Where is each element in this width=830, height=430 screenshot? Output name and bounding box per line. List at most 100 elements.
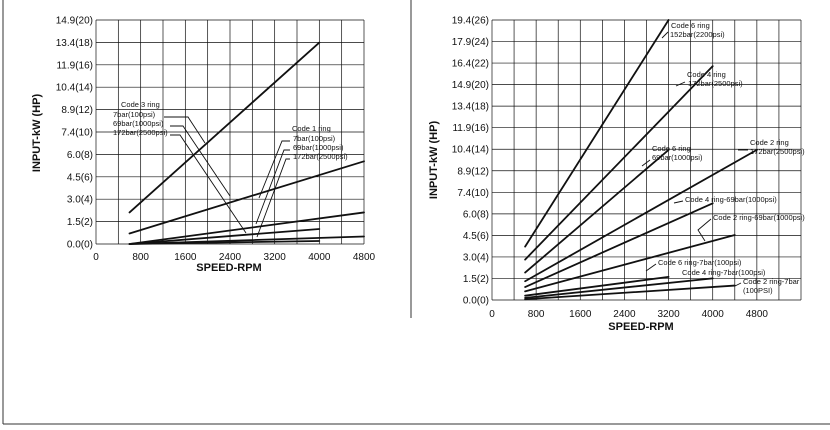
right-ann-code2-172-line2: 172bar(2500psi) [750,147,805,156]
right-y-tick-label-12: 17.9(24) [452,37,489,48]
right-series-line-4 [524,202,714,288]
left-series-line-2 [128,211,365,245]
right-y-tick-label-6: 8.9(12) [457,166,489,177]
left-ann-code3-line4: 172bar(2500psi) [113,128,168,137]
left-series-line-5 [128,240,321,245]
left-chart: 0.0(0) 1.5(2) 3.0(4) 4.5(6) 6.0(8) 7.4(10) 8.9… [31,16,376,275]
right-y-tick-label-3: 4.5(6) [463,231,489,242]
right-x-tick-label-0: 0 [489,309,495,320]
right-leader-code2-7 [734,282,742,287]
right-ann-code4-69: Code 4 ring-69bar(1000psi) [685,195,777,204]
right-ann-code4-172-line1: Code 4 ring [687,70,726,79]
right-x-tick-label-4: 3200 [657,309,680,320]
right-ann-code2-69: Code 2 ring-69bar(1000psi) [713,213,805,222]
right-chart: 0.0(0) 1.5(2) 3.0(4) 4.5(6) 6.0(8) 7.4(10) 8.9… [428,16,805,334]
left-y-tick-label-10: 14.9(20) [56,16,93,27]
left-series-line-3 [128,228,321,245]
left-x-tick-label-5: 4000 [308,252,331,263]
left-y-tick-label-2: 3.0(4) [67,195,93,206]
left-y-tick-label-7: 10.4(14) [56,83,93,94]
left-ann-code1-line3: 69bar(1000psi) [293,143,344,152]
left-y-axis-title: INPUT-kW (HP) [31,94,43,173]
left-leader-code3-c [170,134,247,234]
left-ann-code1-line1: Code 1 ring [292,124,331,133]
right-series-line-7 [524,277,714,299]
left-y-tick-label-6: 8.9(12) [61,105,93,116]
right-y-tick-label-4: 6.0(8) [463,209,489,220]
right-x-axis-title: SPEED-RPM [608,321,673,333]
right-series-line-2 [524,148,670,274]
left-series-line-1 [128,160,365,235]
right-leader-code4-69 [673,200,684,204]
right-ann-code6-69-line2: 69bar(1000psi) [652,153,703,162]
left-y-tick-label-0: 0.0(0) [67,240,93,251]
left-x-tick-label-3: 2400 [219,252,242,263]
right-y-tick-label-0: 0.0(0) [463,296,489,307]
left-y-tick-label-4: 6.0(8) [67,150,93,161]
left-leader-code1-b [255,149,290,225]
right-leader-code6-7 [645,263,657,272]
left-leader-code3-b [170,125,231,197]
right-ann-code6-152-line2: 152bar(2200psi) [670,30,725,39]
right-leader-code6-69 [641,159,651,167]
right-ann-code6-69-line1: Code 6 ring [652,144,691,153]
right-leader-code6-152 [661,31,669,39]
left-y-tick-label-5: 7.4(10) [61,128,93,139]
left-plot-area: 0.0(0) 1.5(2) 3.0(4) 4.5(6) 6.0(8) 7.4(10) 8.9… [56,16,376,264]
left-leader-code1-a [258,140,290,199]
right-x-tick-label-5: 4000 [702,309,725,320]
right-series-line-6 [524,276,670,297]
left-ann-code1-line4: 172bar(2500psi) [293,152,348,161]
left-series-line-0 [128,41,321,214]
right-y-tick-label-1: 1.5(2) [463,274,489,285]
left-x-tick-label-6: 4800 [353,252,376,263]
right-ann-code4-172-line2: 172bar(2500psi) [688,79,743,88]
right-x-tick-label-2: 1600 [569,309,592,320]
right-y-tick-label-13: 19.4(26) [452,16,489,27]
right-ann-code6-152-line1: Code 6 ring [671,21,710,30]
left-x-tick-label-0: 0 [93,252,99,263]
right-plot-area: 0.0(0) 1.5(2) 3.0(4) 4.5(6) 6.0(8) 7.4(10) 8.9… [452,16,802,320]
right-leader-lines [641,31,748,287]
right-x-tick-label-3: 2400 [613,309,636,320]
left-ann-code1-line2: 7bar(100psi) [293,134,336,143]
left-x-tick-label-1: 800 [132,252,149,263]
right-y-tick-label-10: 14.9(20) [452,80,489,91]
right-leader-code2-69 [697,218,712,242]
left-ann-code3-line1: Code 3 ring [121,100,160,109]
left-leader-lines [164,116,290,238]
right-ann-code2-7-line2: (100PSI) [743,286,773,295]
right-leader-code4-172 [675,81,686,87]
left-ann-code3-line2: 7bar(100psi) [113,110,156,119]
right-y-tick-label-8: 11.9(16) [452,123,489,134]
right-ann-code2-172-line1: Code 2 ring [750,138,789,147]
left-leader-code3-a [164,116,206,144]
left-leader-code1-c [256,158,290,238]
left-y-tick-label-3: 4.5(6) [67,172,93,183]
right-series-line-5 [524,234,736,293]
left-y-tick-label-9: 13.4(18) [56,38,93,49]
right-y-tick-label-9: 13.4(18) [452,102,489,113]
left-ann-code3-line3: 69bar(1000psi) [113,119,164,128]
right-series-line-8 [524,284,736,301]
right-y-tick-label-5: 7.4(10) [457,188,489,199]
right-ann-code2-7-line1: Code 2 ring-7bar [743,277,800,286]
left-y-tick-label-8: 11.9(16) [56,60,93,71]
right-ann-code6-7: Code 6 ring-7bar(100psi) [658,258,742,267]
right-x-tick-label-6: 4800 [746,309,769,320]
right-series-line-1 [524,65,714,261]
right-series-line-0 [524,19,670,248]
right-y-tick-label-11: 16.4(22) [452,59,489,70]
left-x-tick-label-4: 3200 [264,252,287,263]
right-y-tick-label-7: 10.4(14) [452,145,489,156]
left-annotation-code3: Code 3 ring 7bar(100psi) 69bar(1000psi) … [113,100,168,137]
right-y-tick-label-2: 3.0(4) [463,252,489,263]
left-x-axis-title: SPEED-RPM [196,262,261,274]
left-annotation-code1: Code 1 ring 7bar(100psi) 69bar(1000psi) … [292,124,348,161]
left-y-tick-label-1: 1.5(2) [67,217,93,228]
right-series-line-3 [524,148,758,283]
left-x-tick-label-2: 1600 [174,252,197,263]
right-y-axis-title: INPUT-kW (HP) [428,121,440,200]
